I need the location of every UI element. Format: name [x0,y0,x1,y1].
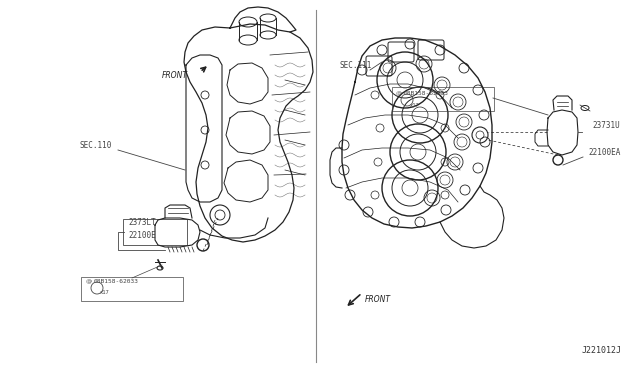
Text: 23731U: 23731U [592,121,620,130]
Text: 22100EA: 22100EA [588,148,620,157]
Text: x17: x17 [100,290,109,295]
Text: 08B158-62033: 08B158-62033 [94,279,139,284]
Text: 08B158-62033: 08B158-62033 [404,91,449,96]
Text: 22100E: 22100E [128,231,156,240]
Text: J221012J: J221012J [582,346,622,355]
Text: @: @ [86,279,92,284]
Text: FRONT: FRONT [365,295,391,304]
Text: SEC.110: SEC.110 [80,141,113,150]
Text: FRONT: FRONT [162,71,188,80]
Text: SEC.111: SEC.111 [340,61,372,70]
Text: @: @ [396,91,402,96]
Text: x17: x17 [410,103,420,108]
Text: 2373LT: 2373LT [128,218,156,227]
